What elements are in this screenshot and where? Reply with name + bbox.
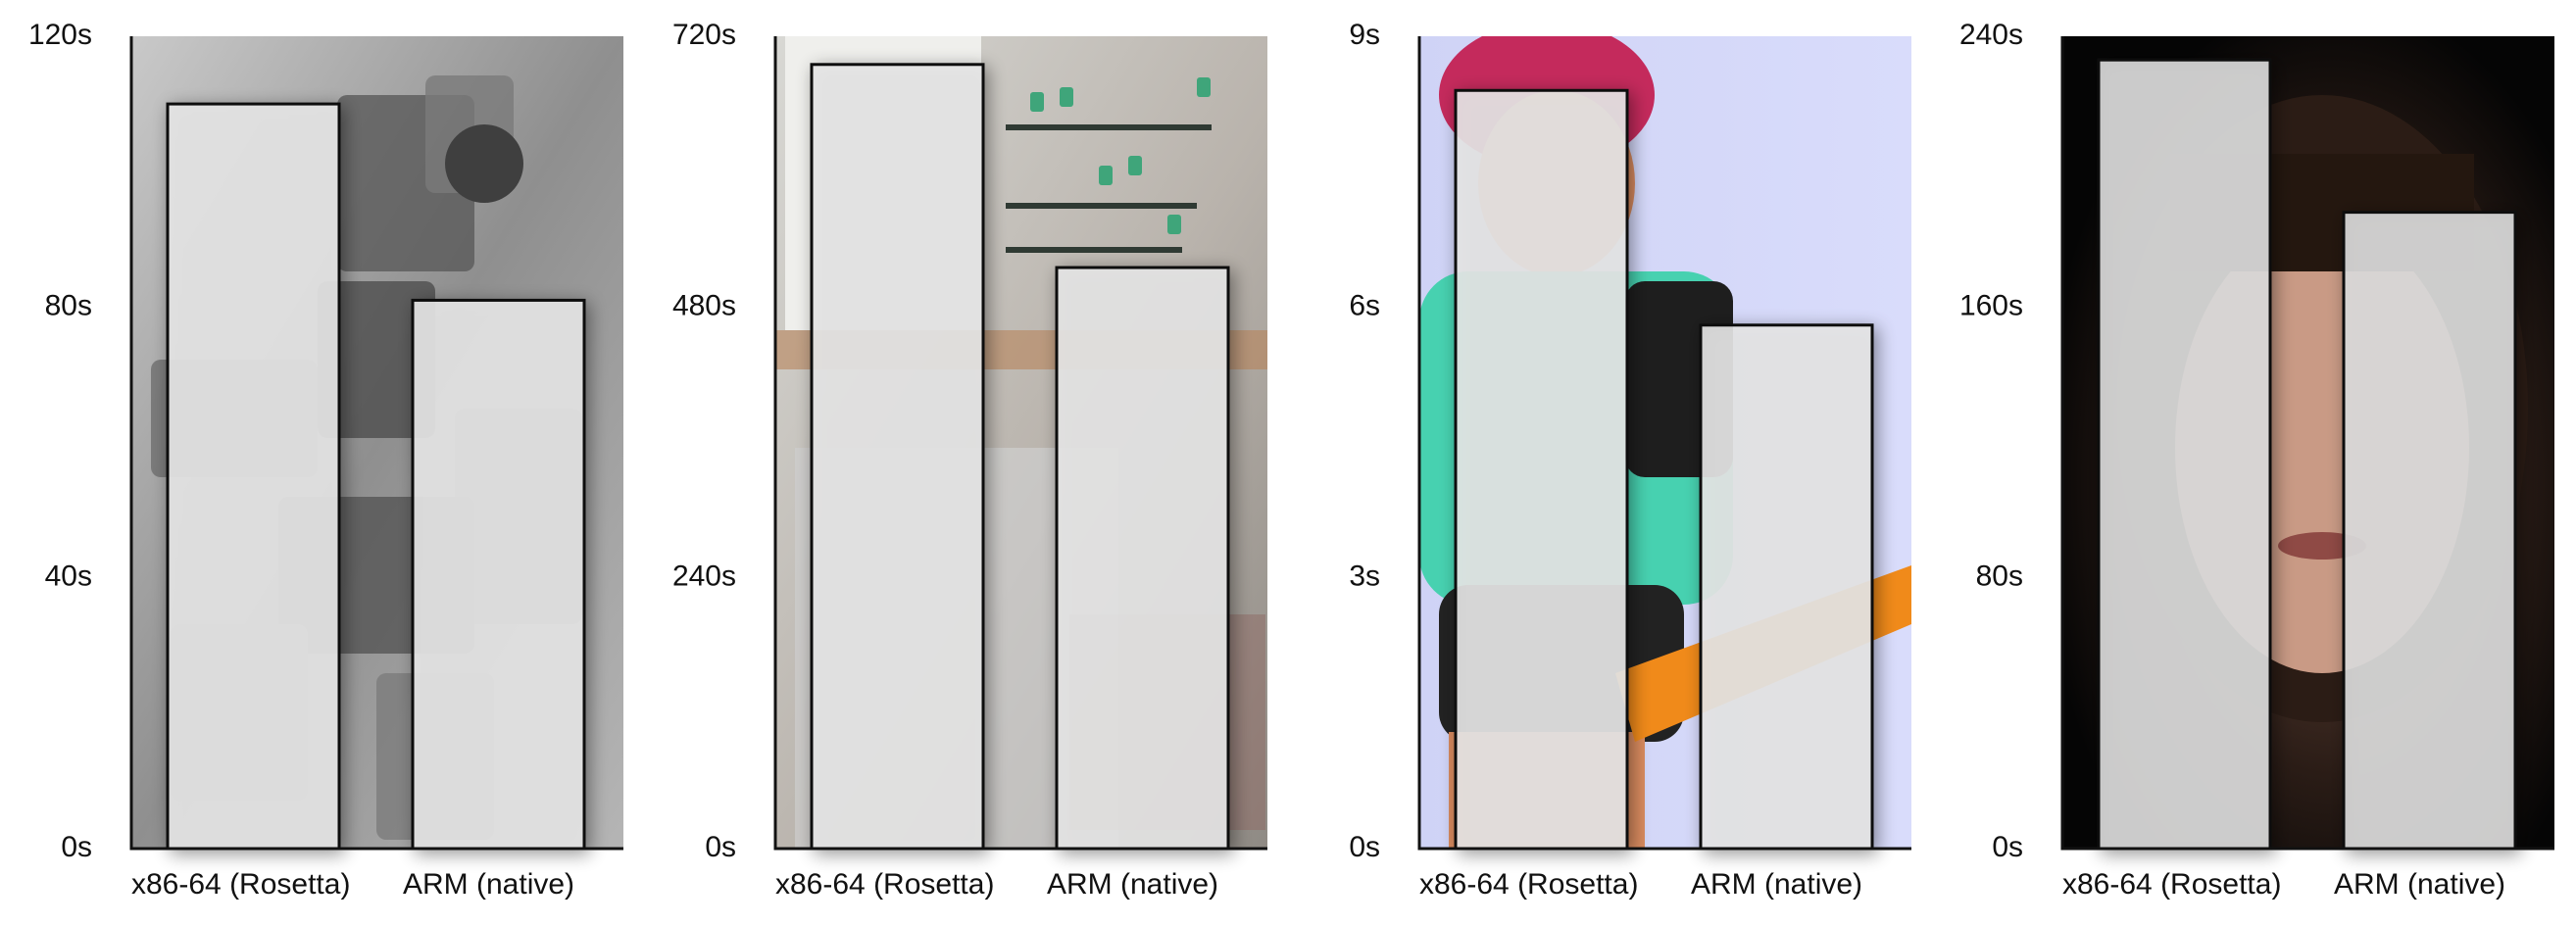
x-category-label: ARM (native)	[1691, 868, 1862, 901]
x-category-label: x86-64 (Rosetta)	[2062, 868, 2281, 901]
chart-panel-4: 0s 80s 160s 240s x86-64 (Rosetta) ARM (native…	[1959, 19, 2554, 901]
kitchen-shelf-shape	[1006, 247, 1182, 253]
x-category-label: ARM (native)	[403, 868, 574, 901]
y-tick-label: 80s	[45, 289, 92, 321]
y-tick-label: 720s	[672, 19, 736, 51]
kitchen-jar-shape	[1128, 156, 1142, 175]
robot-part-shape	[318, 281, 435, 438]
kitchen-jar-shape	[1167, 215, 1181, 234]
y-tick-label: 0s	[1992, 831, 2023, 863]
y-tick-label: 160s	[1959, 289, 2023, 321]
chart-panel-1: 0s 40s 80s 120s x86-64 (Rosetta) ARM (native)	[28, 19, 623, 901]
bar-x86-64-rosetta	[1454, 88, 1629, 851]
y-tick-label: 6s	[1349, 289, 1380, 321]
kitchen-jar-shape	[1099, 166, 1113, 185]
y-tick-label: 0s	[705, 831, 736, 863]
x-category-label: x86-64 (Rosetta)	[131, 868, 350, 901]
x-category-label: ARM (native)	[1047, 868, 1218, 901]
y-tick-label: 80s	[1976, 560, 2023, 593]
bar-x86-64-rosetta	[166, 102, 341, 851]
bar-arm-native	[2342, 211, 2517, 851]
chart-panel-2: 0s 240s 480s 720s x86-64 (Rosetta) ARM (nativ…	[672, 19, 1267, 901]
x-category-label: x86-64 (Rosetta)	[1419, 868, 1638, 901]
y-tick-label: 240s	[672, 560, 736, 593]
y-tick-label: 9s	[1349, 19, 1380, 51]
chart-panel-3: 0s 3s 6s 9s x86-64 (Rosetta) ARM (native)	[1349, 19, 1911, 901]
kitchen-jar-shape	[1197, 77, 1211, 97]
bar-x86-64-rosetta	[2097, 58, 2272, 851]
kitchen-jar-shape	[1030, 92, 1044, 112]
kitchen-shelf-shape	[1006, 203, 1197, 209]
y-tick-label: 120s	[28, 19, 92, 51]
x-category-label: x86-64 (Rosetta)	[775, 868, 994, 901]
y-tick-label: 0s	[61, 831, 92, 863]
y-tick-label: 0s	[1349, 831, 1380, 863]
y-tick-label: 480s	[672, 289, 736, 321]
bar-arm-native	[1055, 266, 1230, 851]
bar-x86-64-rosetta	[810, 63, 985, 851]
kitchen-jar-shape	[1060, 87, 1073, 107]
bar-arm-native	[1699, 323, 1874, 851]
y-tick-label: 3s	[1349, 560, 1380, 593]
kitchen-shelf-shape	[1006, 124, 1212, 130]
robot-head-shape	[445, 124, 523, 203]
bar-arm-native	[411, 298, 586, 851]
y-tick-label: 40s	[45, 560, 92, 593]
y-tick-label: 240s	[1959, 19, 2023, 51]
x-category-label: ARM (native)	[2334, 868, 2505, 901]
